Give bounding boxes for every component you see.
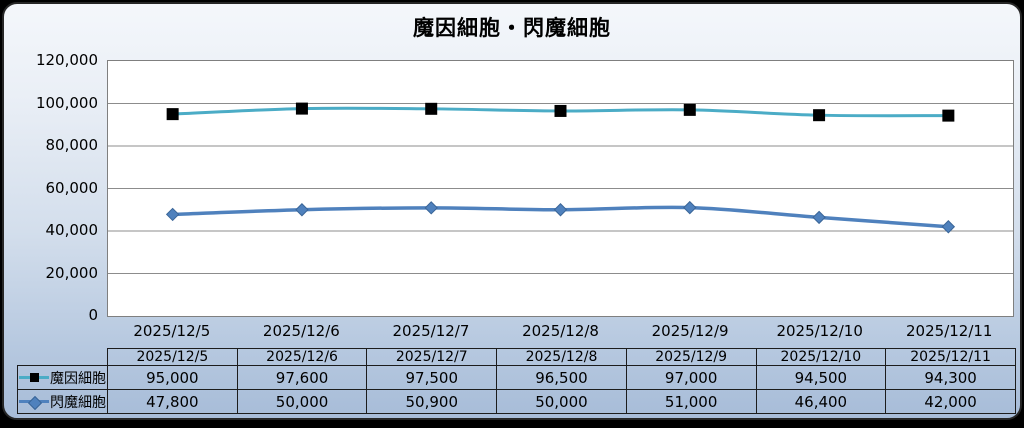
table-value-cell: 42,000: [885, 389, 1016, 414]
table-header-cell: 2025/12/7: [366, 348, 498, 366]
data-point-marker-diamond: [295, 203, 309, 217]
table-header-cell: 2025/12/6: [236, 348, 368, 366]
legend-cell: 魔因細胞: [17, 365, 108, 390]
y-axis: 120,000 100,000 80,000 60,000 40,000 20,000 0: [4, 4, 98, 334]
data-point-marker-diamond: [424, 201, 438, 215]
table-header-row: 2025/12/5 2025/12/6 2025/12/7 2025/12/8 2025…: [18, 348, 1016, 366]
table-value-cell: 50,000: [496, 389, 627, 414]
table-row: 閃魔細胞 47,800 50,000 50,900 50,000 51,000 46,400…: [17, 389, 1016, 414]
table-header-cell: 2025/12/10: [755, 348, 887, 366]
y-axis-tick-label: 40,000: [45, 221, 99, 239]
x-axis-label: 2025/12/5: [133, 322, 211, 340]
plot-area: [107, 60, 1014, 317]
x-axis-label: 2025/12/6: [262, 322, 340, 340]
table-value-cell: 94,500: [755, 365, 887, 390]
table-header-cell: 2025/12/8: [496, 348, 627, 366]
chart-canvas: [108, 102, 1013, 274]
legend-marker-diamond-icon: [27, 395, 43, 410]
y-axis-tick-label: 20,000: [45, 263, 99, 282]
table-value-cell: 50,000: [236, 389, 368, 414]
table-value-cell: 94,300: [885, 365, 1016, 390]
data-point-marker-diamond: [553, 203, 568, 217]
table-value-cell: 47,800: [107, 389, 238, 414]
data-point-marker-square: [166, 108, 179, 121]
x-axis: 2025/12/5 2025/12/6 2025/12/7 2025/12/8 2025…: [107, 320, 1014, 342]
y-axis-tick-label: 80,000: [45, 136, 99, 154]
data-point-marker-diamond: [165, 207, 180, 222]
table-value-cell: 50,900: [366, 389, 498, 414]
legend-label: 魔因細胞: [50, 370, 106, 387]
chart-card: 魔因細胞・閃魔細胞 120,000 100,000 80,000 60,000 40,0…: [2, 2, 1022, 420]
table-value-cell: 97,000: [625, 365, 757, 390]
legend-marker-square-icon: [29, 373, 39, 382]
data-point-marker-diamond: [683, 200, 697, 215]
x-axis-label: 2025/12/11: [906, 322, 993, 340]
table-value-cell: 97,600: [236, 365, 368, 390]
legend-key: 魔因細胞: [19, 368, 107, 388]
table-value-cell: 95,000: [107, 365, 238, 390]
table-value-cell: 97,500: [366, 365, 498, 390]
legend-cell: 閃魔細胞: [17, 389, 108, 414]
table-value-cell: 46,400: [755, 389, 887, 414]
chart-title: 魔因細胞・閃魔細胞: [413, 16, 611, 40]
table-row: 魔因細胞 95,000 97,600 97,500 96,500 97,000 94,500…: [17, 365, 1016, 390]
legend-line-icon: [19, 395, 49, 410]
table-header-cell: 2025/12/9: [625, 348, 757, 366]
table-value-cell: 51,000: [625, 389, 757, 414]
data-table: 2025/12/5 2025/12/6 2025/12/7 2025/12/8 2025…: [17, 348, 1016, 414]
legend-line-icon: [19, 373, 49, 382]
x-axis-label: 2025/12/9: [651, 322, 729, 340]
legend-key: 閃魔細胞: [19, 392, 107, 412]
data-point-marker-square: [813, 109, 826, 122]
y-axis-tick-label: 60,000: [45, 178, 99, 197]
data-point-marker-diamond: [812, 210, 826, 225]
table-header-cell: 2025/12/11: [885, 348, 1016, 366]
data-point-marker-square: [295, 102, 308, 115]
legend-label: 閃魔細胞: [50, 394, 106, 411]
x-axis-label: 2025/12/7: [392, 322, 470, 340]
data-point-marker-square: [554, 104, 567, 117]
y-axis-tick-label: 0: [88, 306, 98, 324]
x-axis-label: 2025/12/8: [522, 322, 599, 340]
data-point-marker-square: [683, 103, 696, 116]
data-point-marker-diamond: [941, 220, 956, 234]
table-header-cell: 2025/12/5: [107, 348, 238, 366]
y-axis-tick-label: 100,000: [35, 93, 98, 112]
x-axis-label: 2025/12/10: [776, 322, 863, 340]
y-axis-tick-label: 120,000: [35, 51, 98, 69]
data-point-marker-square: [425, 102, 438, 115]
table-corner-cell: [18, 349, 108, 366]
data-point-marker-square: [942, 109, 955, 122]
table-value-cell: 96,500: [496, 365, 627, 390]
